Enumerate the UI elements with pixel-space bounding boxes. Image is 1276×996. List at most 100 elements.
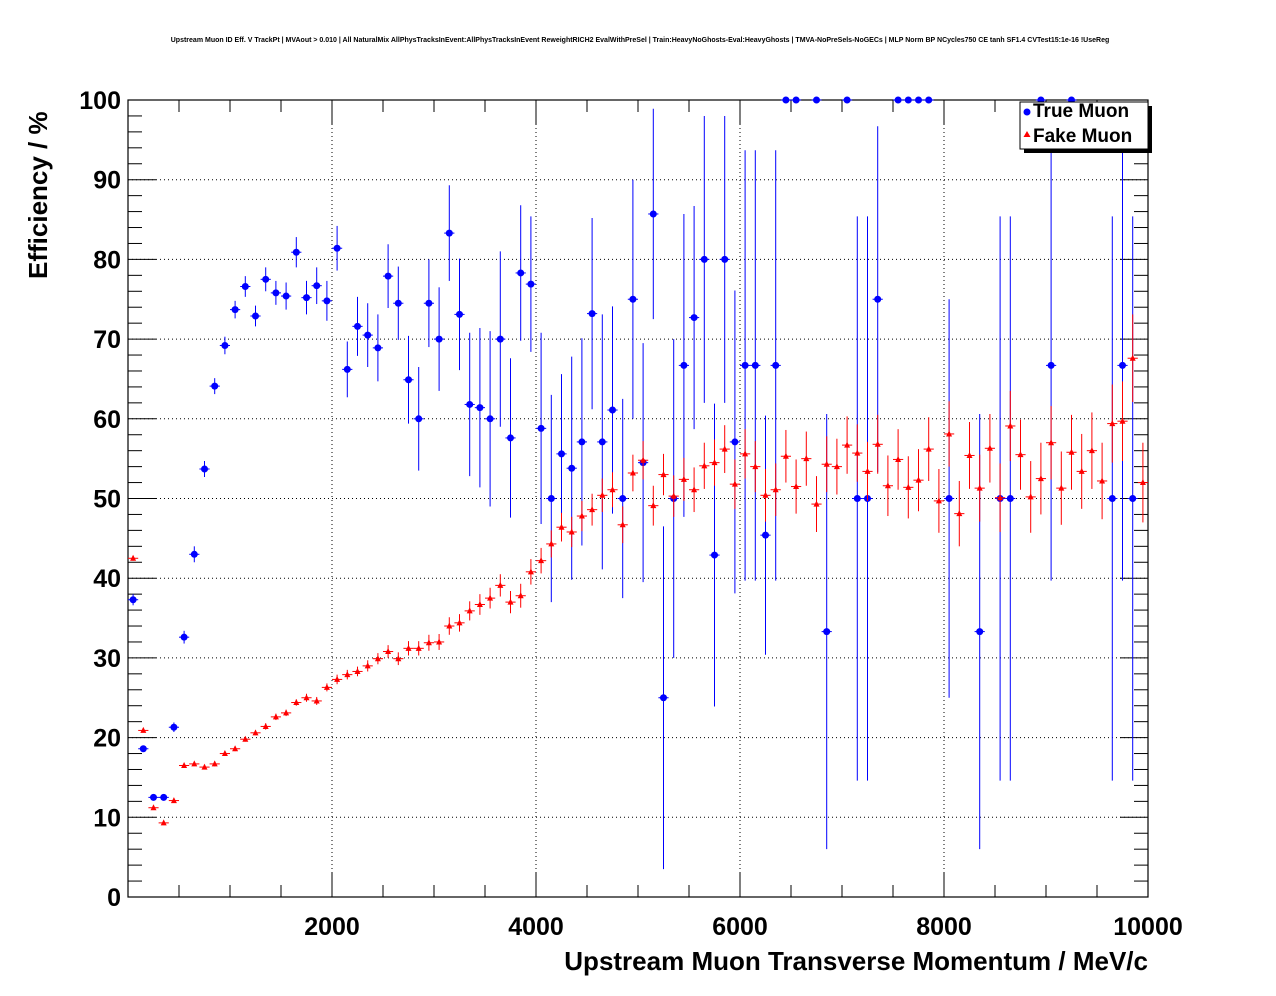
- true-muon-point: [617, 398, 628, 599]
- true-muon-point: [1107, 216, 1118, 781]
- true-muon-marker: [252, 312, 259, 320]
- fake-muon-marker: [803, 455, 810, 462]
- fake-muon-marker: [293, 699, 300, 706]
- fake-muon-point: [536, 547, 547, 574]
- legend-label-true-muon: True Muon: [1033, 101, 1129, 122]
- true-muon-point: [372, 314, 383, 382]
- fake-muon-point: [862, 441, 873, 501]
- fake-muon-point: [240, 735, 251, 742]
- y-tick-label: 80: [93, 246, 121, 274]
- fake-muon-marker: [1099, 477, 1106, 484]
- fake-muon-marker: [170, 797, 177, 804]
- true-muon-marker: [486, 415, 494, 423]
- fake-muon-marker: [956, 510, 963, 517]
- true-muon-point: [719, 115, 730, 403]
- fake-muon-point: [729, 459, 740, 509]
- x-tick-label: 8000: [916, 913, 972, 941]
- true-muon-marker: [578, 438, 586, 446]
- true-muon-marker: [211, 382, 219, 390]
- fake-muon-point: [148, 804, 159, 811]
- true-muon-point: [780, 96, 791, 104]
- true-muon-point: [454, 258, 465, 371]
- true-muon-marker: [721, 255, 729, 263]
- fake-muon-point: [913, 449, 924, 512]
- true-muon-marker: [823, 628, 831, 636]
- fake-muon-marker: [742, 450, 749, 457]
- true-muon-point: [536, 332, 547, 525]
- fake-muon-marker: [303, 694, 310, 701]
- y-tick-label: 10: [93, 804, 121, 832]
- true-muon-point: [1046, 150, 1057, 581]
- fake-muon-point: [1117, 381, 1128, 462]
- true-muon-marker: [507, 434, 514, 442]
- true-muon-point: [750, 150, 761, 581]
- true-muon-point: [760, 415, 771, 655]
- true-muon-point: [872, 126, 883, 473]
- fake-muon-marker: [599, 491, 606, 498]
- fake-muon-point: [597, 478, 608, 513]
- true-muon-point: [740, 150, 751, 581]
- fake-muon-marker: [1119, 417, 1126, 424]
- true-muon-point: [423, 259, 434, 348]
- fake-muon-point: [719, 425, 730, 473]
- fake-muon-point: [1086, 412, 1097, 489]
- fake-muon-marker: [181, 761, 188, 768]
- true-muon-point: [485, 331, 496, 507]
- true-muon-marker: [129, 596, 137, 604]
- fake-muon-marker: [1048, 439, 1055, 446]
- true-muon-point: [791, 96, 802, 104]
- x-tick-label: 4000: [508, 913, 564, 941]
- fake-muon-point: [750, 441, 761, 493]
- fake-muon-marker: [507, 598, 514, 605]
- fake-muon-marker: [711, 459, 718, 466]
- true-muon-point: [1117, 150, 1128, 581]
- fake-muon-marker: [334, 675, 341, 682]
- fake-muon-point: [791, 459, 802, 514]
- true-muon-marker: [496, 335, 504, 343]
- true-muon-marker: [925, 96, 933, 104]
- true-muon-marker: [619, 495, 627, 502]
- true-muon-point: [699, 115, 710, 403]
- true-muon-point: [515, 205, 526, 341]
- y-axis-title: Efficiency / %: [23, 111, 53, 279]
- fake-muon-marker: [884, 482, 891, 489]
- fake-muon-marker: [436, 638, 443, 645]
- fake-muon-marker: [517, 592, 524, 599]
- true-muon-marker: [476, 404, 484, 412]
- true-muon-marker: [435, 335, 443, 343]
- fake-muon-marker: [354, 667, 361, 674]
- fake-muon-marker: [578, 512, 585, 519]
- fake-muon-marker: [997, 494, 1004, 501]
- true-muon-marker: [282, 292, 290, 300]
- x-tick-labels: 2000 4000 6000 8000 10000: [304, 913, 1183, 941]
- fake-muon-point: [219, 750, 230, 757]
- true-muon-point: [230, 300, 241, 319]
- fake-muon-point: [974, 454, 985, 522]
- fake-muon-point: [1035, 442, 1046, 515]
- fake-muon-point: [668, 475, 679, 517]
- fake-muon-point: [1076, 433, 1087, 509]
- fake-muon-marker: [456, 619, 463, 626]
- fake-muon-point: [1107, 384, 1118, 463]
- true-muon-marker: [547, 495, 555, 502]
- fake-muon-marker: [497, 581, 504, 588]
- fake-muon-point: [352, 666, 363, 677]
- true-muon-point: [811, 96, 822, 104]
- true-muon-marker: [1047, 361, 1055, 369]
- true-muon-marker: [843, 96, 851, 104]
- legend-marker-true-muon: [1023, 108, 1031, 116]
- fake-muon-marker: [864, 467, 871, 474]
- fake-muon-marker: [650, 502, 657, 509]
- fake-muon-marker: [252, 729, 259, 736]
- fake-muon-point: [454, 614, 465, 632]
- true-muon-point: [393, 266, 404, 340]
- true-muon-point: [383, 244, 394, 309]
- fake-muon-point: [1066, 414, 1077, 490]
- true-muon-point: [311, 267, 322, 305]
- fake-muon-marker: [527, 568, 534, 575]
- fake-muon-point: [587, 493, 598, 526]
- fake-muon-point: [383, 645, 394, 658]
- true-muon-marker: [323, 297, 331, 305]
- fake-muon-point: [342, 669, 353, 680]
- true-muon-point: [291, 237, 302, 268]
